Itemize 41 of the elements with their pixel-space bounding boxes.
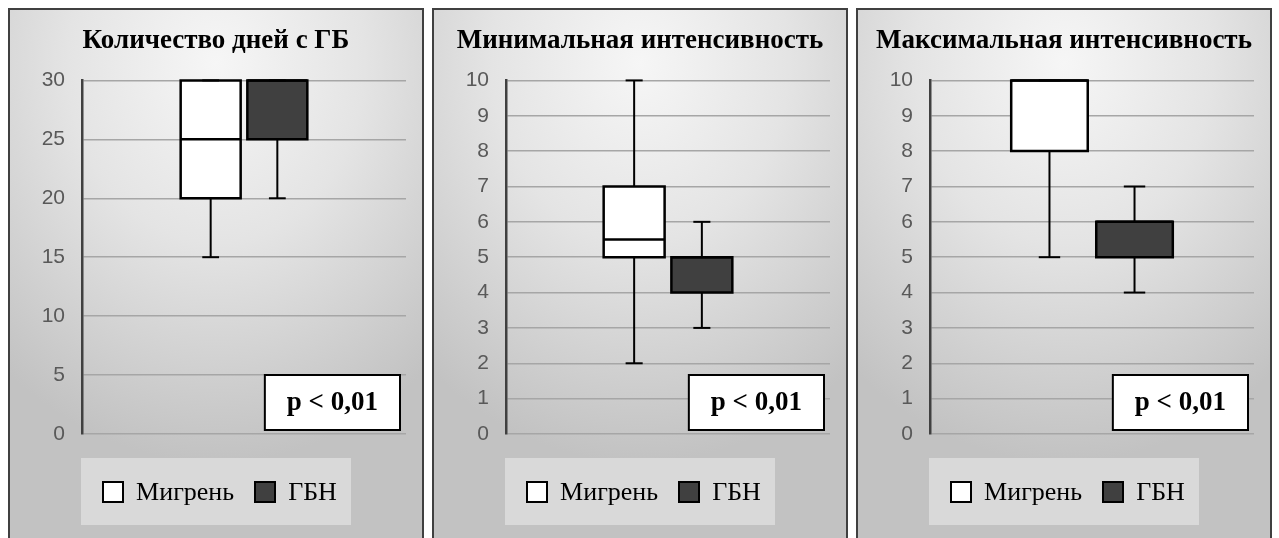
y-tick-label: 6	[901, 208, 913, 232]
y-tick-label: 7	[901, 173, 913, 197]
y-tick-label: 9	[477, 102, 489, 126]
chart-title: Максимальная интенсивность	[876, 24, 1252, 55]
y-tick-label: 6	[477, 208, 489, 232]
annotation: p < 0,01	[1134, 386, 1226, 417]
annotation: p < 0,01	[710, 386, 802, 417]
y-tick-label: 20	[41, 185, 65, 209]
legend-label: ГБН	[712, 476, 761, 507]
y-tick-label: 15	[41, 244, 65, 267]
y-tick-label: 0	[53, 420, 65, 444]
y-tick-label: 9	[901, 102, 913, 126]
y-tick-label: 10	[465, 67, 489, 91]
y-tick-label: 1	[901, 385, 913, 409]
y-tick-label: 0	[901, 420, 913, 444]
y-tick-label: 10	[41, 302, 65, 326]
legend-label: ГБН	[288, 476, 337, 507]
legend-label: Мигрень	[136, 476, 235, 507]
y-tick-label: 2	[477, 350, 489, 374]
y-tick-label: 5	[477, 244, 489, 267]
y-tick-label: 2	[901, 350, 913, 374]
y-tick-label: 5	[901, 244, 913, 267]
y-tick-label: 5	[53, 361, 65, 385]
y-tick-label: 4	[477, 279, 490, 303]
y-tick-label: 10	[889, 67, 913, 91]
chart-title: Минимальная интенсивность	[456, 24, 824, 55]
legend-label: ГБН	[1136, 476, 1185, 507]
y-tick-label: 8	[901, 137, 913, 161]
y-tick-label: 25	[41, 126, 65, 150]
y-tick-label: 30	[41, 67, 65, 91]
y-tick-label: 4	[901, 279, 914, 303]
y-tick-label: 3	[477, 314, 489, 338]
legend-label: Мигрень	[560, 476, 659, 507]
chart-title: Количество дней с ГБ	[82, 24, 350, 55]
annotation: p < 0,01	[286, 386, 378, 417]
y-tick-label: 7	[477, 173, 489, 197]
y-tick-label: 3	[901, 314, 913, 338]
y-tick-label: 8	[477, 137, 489, 161]
y-tick-label: 1	[477, 385, 489, 409]
legend-label: Мигрень	[984, 476, 1083, 507]
y-tick-label: 0	[477, 420, 489, 444]
